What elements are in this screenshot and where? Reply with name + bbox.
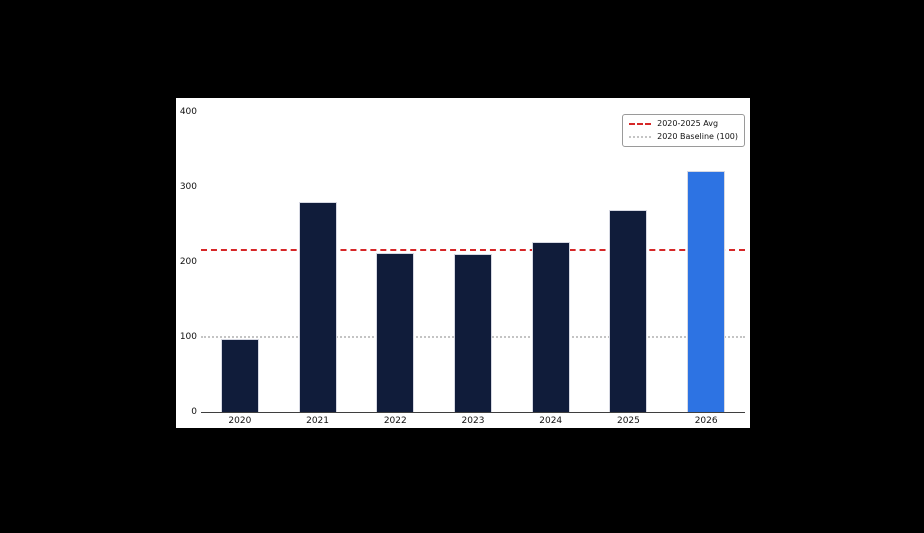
y-tick-label-400: 400 bbox=[179, 107, 197, 117]
legend-entry-baseline: 2020 Baseline (100) bbox=[629, 132, 738, 142]
legend-label-avg: 2020-2025 Avg bbox=[657, 119, 719, 128]
bar-2020 bbox=[220, 338, 259, 412]
y-tick-label-0: 0 bbox=[191, 407, 197, 417]
x-tick-label-2026: 2026 bbox=[694, 416, 718, 426]
bar-2021 bbox=[298, 202, 337, 412]
x-tick-label-2020: 2020 bbox=[228, 416, 252, 426]
bar-2026 bbox=[687, 170, 726, 412]
bar-2022 bbox=[376, 253, 415, 412]
x-tick-label-2024: 2024 bbox=[539, 416, 563, 426]
x-tick-label-2023: 2023 bbox=[461, 416, 485, 426]
chart-figure: 2020 2021 2022 2023 2024 2025 2026 2020-2025 A… bbox=[176, 98, 750, 428]
y-tick-label-100: 100 bbox=[179, 332, 197, 342]
reference-line-avg bbox=[201, 248, 745, 251]
y-tick-label-300: 300 bbox=[179, 182, 197, 192]
dashed-line-marker-icon bbox=[629, 123, 652, 125]
bar-2023 bbox=[454, 253, 492, 412]
legend-entry-avg: 2020-2025 Avg bbox=[629, 119, 738, 129]
x-tick-label-2022: 2022 bbox=[383, 416, 407, 426]
chart-legend: 2020-2025 Avg 2020 Baseline (100) bbox=[622, 114, 745, 147]
y-tick-label-200: 200 bbox=[179, 257, 197, 267]
x-tick-label-2025: 2025 bbox=[616, 416, 640, 426]
bar-2025 bbox=[609, 209, 648, 412]
dotted-line-marker-icon bbox=[629, 136, 652, 138]
legend-label-baseline: 2020 Baseline (100) bbox=[657, 132, 738, 141]
plot-area: 2020 2021 2022 2023 2024 2025 2026 bbox=[201, 112, 745, 426]
x-tick-label-2021: 2021 bbox=[306, 416, 330, 426]
bar-2024 bbox=[531, 241, 570, 412]
x-axis-line bbox=[201, 412, 745, 413]
